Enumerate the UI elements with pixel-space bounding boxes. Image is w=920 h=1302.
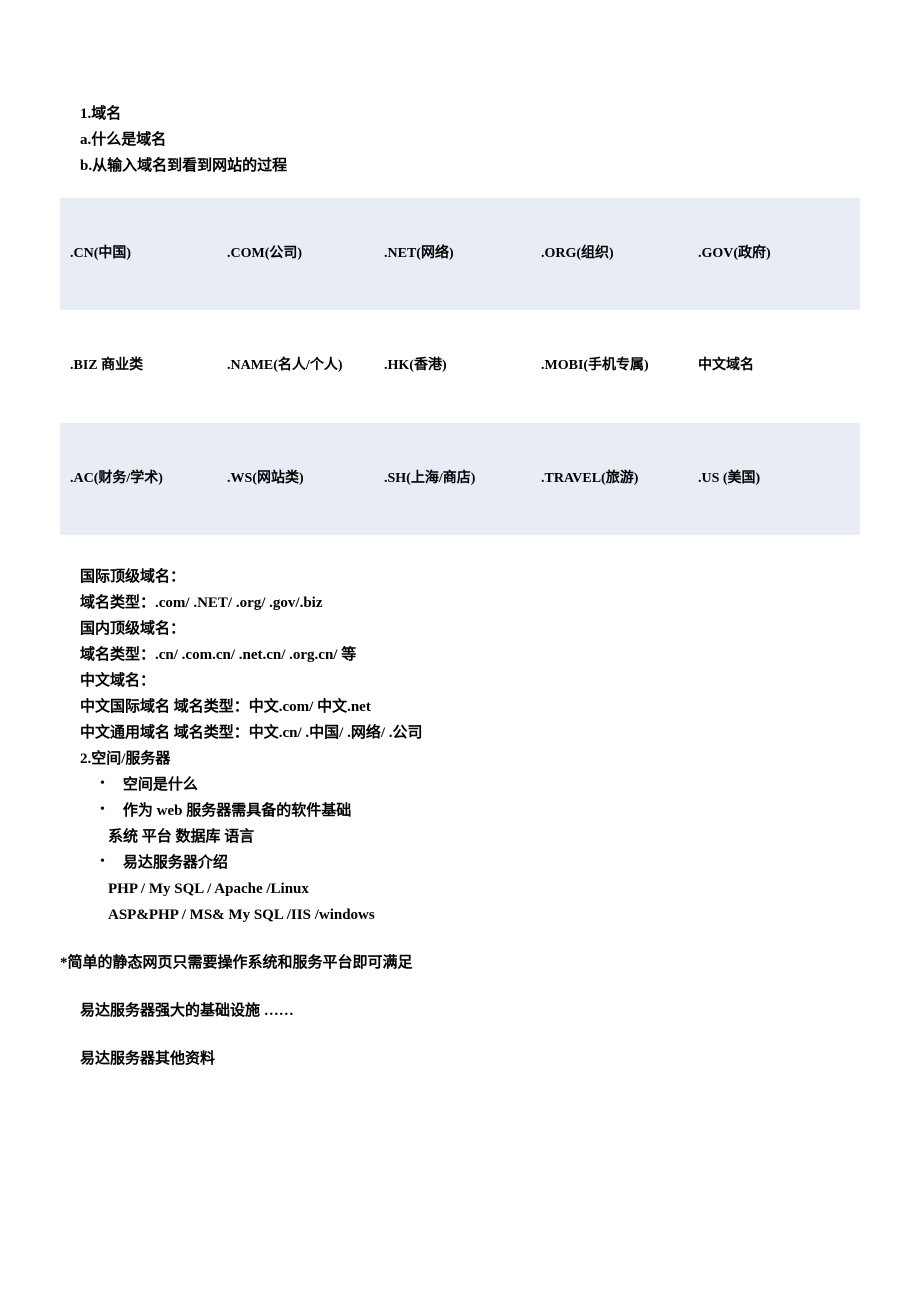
- domain-cell-1-4: 中文域名: [693, 355, 850, 377]
- bullet-list: • 空间是什么 • 作为 web 服务器需具备的软件基础 系统 平台 数据库 语…: [100, 773, 860, 927]
- bullet-dot-icon: •: [100, 773, 105, 795]
- intl-types: 域名类型：.com/ .NET/ .org/ .gov/.biz: [80, 591, 860, 615]
- domain-cell-1-1: .NAME(名人/个人): [222, 355, 379, 377]
- domain-cell-0-0: .CN(中国): [70, 243, 222, 265]
- domestic-title: 国内顶级域名：: [80, 617, 860, 641]
- bullet-dot-icon: •: [100, 851, 105, 873]
- section2-title: 2.空间/服务器: [80, 747, 860, 771]
- domain-cell-2-0: .AC(财务/学术): [70, 468, 222, 490]
- domestic-types: 域名类型：.cn/ .com.cn/ .net.cn/ .org.cn/ 等: [80, 643, 860, 667]
- footer1: 易达服务器强大的基础设施 ……: [80, 999, 860, 1023]
- note-text: *简单的静态网页只需要操作系统和服务平台即可满足: [60, 951, 860, 975]
- heading-1: 1.域名: [80, 102, 860, 126]
- domain-cell-0-2: .NET(网络): [379, 243, 536, 265]
- bullet-item-3: • 易达服务器介绍: [100, 851, 860, 875]
- bullet-item-2: • 作为 web 服务器需具备的软件基础: [100, 799, 860, 823]
- chinese-title: 中文域名：: [80, 669, 860, 693]
- domain-cell-1-3: .MOBI(手机专属): [536, 355, 693, 377]
- domain-row-1: .BIZ 商业类.NAME(名人/个人).HK(香港).MOBI(手机专属)中文…: [60, 310, 860, 422]
- domain-cell-2-2: .SH(上海/商店): [379, 468, 536, 490]
- domain-cell-2-4: .US (美国): [693, 468, 850, 490]
- domain-cell-1-0: .BIZ 商业类: [70, 355, 222, 377]
- sub3a-text: PHP / My SQL / Apache /Linux: [108, 877, 860, 901]
- domain-cell-2-1: .WS(网站类): [222, 468, 379, 490]
- header-section: 1.域名 a.什么是域名 b.从输入域名到看到网站的过程: [80, 102, 860, 178]
- intl-title: 国际顶级域名：: [80, 565, 860, 589]
- domain-row-2: .AC(财务/学术).WS(网站类).SH(上海/商店).TRAVEL(旅游).…: [60, 423, 860, 535]
- domain-row-0: .CN(中国).COM(公司).NET(网络).ORG(组织).GOV(政府): [60, 198, 860, 310]
- body-section: 国际顶级域名： 域名类型：.com/ .NET/ .org/ .gov/.biz…: [80, 565, 860, 1071]
- bullet-text-3: 易达服务器介绍: [123, 851, 228, 875]
- bullet-dot-icon: •: [100, 799, 105, 821]
- chinese-line2: 中文通用域名 域名类型：中文.cn/ .中国/ .网络/ .公司: [80, 721, 860, 745]
- chinese-line1: 中文国际域名 域名类型：中文.com/ 中文.net: [80, 695, 860, 719]
- domain-cell-1-2: .HK(香港): [379, 355, 536, 377]
- bullet-text-1: 空间是什么: [123, 773, 198, 797]
- sub3b-text: ASP&PHP / MS& My SQL /IIS /windows: [108, 903, 860, 927]
- domain-cell-0-3: .ORG(组织): [536, 243, 693, 265]
- bullet-item-1: • 空间是什么: [100, 773, 860, 797]
- domain-table: .CN(中国).COM(公司).NET(网络).ORG(组织).GOV(政府).…: [60, 198, 860, 535]
- footer2: 易达服务器其他资料: [80, 1047, 860, 1071]
- heading-1a: a.什么是域名: [80, 128, 860, 152]
- domain-cell-2-3: .TRAVEL(旅游): [536, 468, 693, 490]
- bullet-text-2: 作为 web 服务器需具备的软件基础: [123, 799, 351, 823]
- sub2-text: 系统 平台 数据库 语言: [108, 825, 860, 849]
- domain-cell-0-1: .COM(公司): [222, 243, 379, 265]
- domain-cell-0-4: .GOV(政府): [693, 243, 850, 265]
- heading-1b: b.从输入域名到看到网站的过程: [80, 154, 860, 178]
